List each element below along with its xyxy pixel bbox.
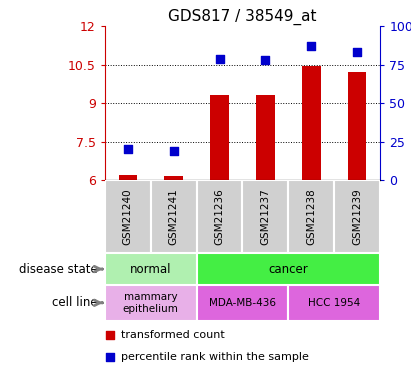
Point: [308, 43, 315, 49]
Bar: [119, 175, 137, 180]
Bar: [302, 66, 321, 180]
Text: GSM21240: GSM21240: [123, 188, 133, 245]
Text: percentile rank within the sample: percentile rank within the sample: [121, 352, 309, 362]
Bar: [256, 96, 275, 180]
Text: GSM21236: GSM21236: [215, 188, 224, 245]
Text: GSM21238: GSM21238: [306, 188, 316, 245]
FancyBboxPatch shape: [334, 180, 380, 253]
FancyBboxPatch shape: [105, 253, 196, 285]
FancyBboxPatch shape: [105, 285, 196, 321]
Bar: [348, 72, 367, 180]
FancyBboxPatch shape: [196, 285, 289, 321]
FancyBboxPatch shape: [196, 253, 380, 285]
Point: [171, 148, 177, 154]
Text: disease state: disease state: [19, 262, 98, 276]
Point: [262, 57, 269, 63]
Point: [125, 146, 131, 152]
Text: HCC 1954: HCC 1954: [308, 298, 360, 308]
Bar: [164, 176, 183, 180]
FancyBboxPatch shape: [196, 180, 242, 253]
Text: GSM21239: GSM21239: [352, 188, 362, 245]
Bar: [210, 96, 229, 180]
Text: transformed count: transformed count: [121, 330, 225, 340]
Text: cell line: cell line: [52, 296, 98, 309]
Point: [216, 56, 223, 62]
Text: mammary
epithelium: mammary epithelium: [123, 292, 179, 314]
Point: [107, 354, 113, 360]
Point: [354, 50, 360, 55]
FancyBboxPatch shape: [105, 180, 151, 253]
Text: normal: normal: [130, 262, 171, 276]
FancyBboxPatch shape: [289, 180, 334, 253]
Text: GSM21237: GSM21237: [261, 188, 270, 245]
Text: cancer: cancer: [268, 262, 308, 276]
Text: GSM21241: GSM21241: [169, 188, 179, 245]
FancyBboxPatch shape: [289, 285, 380, 321]
Point: [107, 332, 113, 338]
Text: MDA-MB-436: MDA-MB-436: [209, 298, 276, 308]
FancyBboxPatch shape: [242, 180, 289, 253]
FancyBboxPatch shape: [151, 180, 196, 253]
Title: GDS817 / 38549_at: GDS817 / 38549_at: [168, 9, 317, 25]
